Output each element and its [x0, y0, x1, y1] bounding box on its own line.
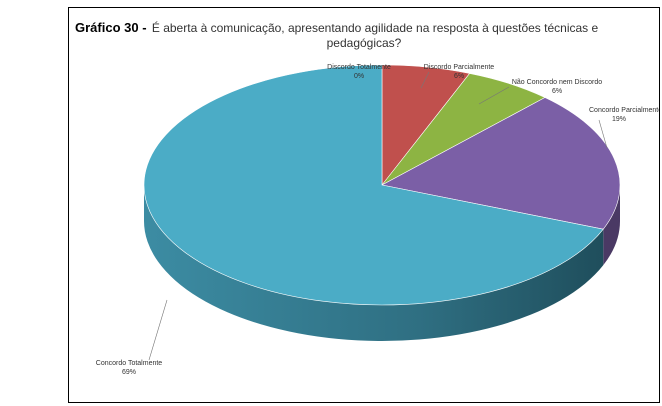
slice-label-4: Concordo Totalmente — [96, 360, 163, 367]
slice-percent-0: 0% — [354, 73, 364, 80]
slice-label-2: Não Concordo nem Discordo — [512, 79, 602, 86]
chart-title-text: É aberta à comunicação, apresentando agi… — [151, 21, 599, 35]
slice-percent-2: 6% — [552, 88, 562, 95]
pie-slice-3 — [381, 97, 621, 230]
pie-slice-4 — [143, 64, 604, 306]
slice-percent-3: 19% — [612, 116, 626, 123]
pie-side-3 — [603, 185, 620, 266]
slice-percent-1: 6% — [454, 73, 464, 80]
leader-line-3 — [598, 119, 608, 149]
leader-line-1 — [420, 71, 430, 89]
chart-title-line1: Gráfico 30 - É aberta à comunicação, apr… — [69, 20, 659, 35]
slice-label-1: Discordo Parcialmente — [424, 64, 495, 71]
chart-title-line2: pedagógicas? — [326, 36, 402, 50]
chart-title-prefix: Gráfico 30 - — [75, 20, 147, 35]
chart-frame: Gráfico 30 - É aberta à comunicação, apr… — [68, 7, 660, 403]
pie-side-4 — [144, 185, 604, 342]
slice-percent-4: 69% — [122, 369, 136, 376]
pie-chart: Discordo Totalmente 0% Discordo Parcialmen… — [96, 64, 659, 376]
slice-label-3: Concordo Parcialmente — [589, 107, 659, 114]
slice-label-0: Discordo Totalmente — [327, 64, 391, 71]
leader-line-2 — [478, 86, 510, 105]
leader-line-4 — [148, 299, 168, 361]
